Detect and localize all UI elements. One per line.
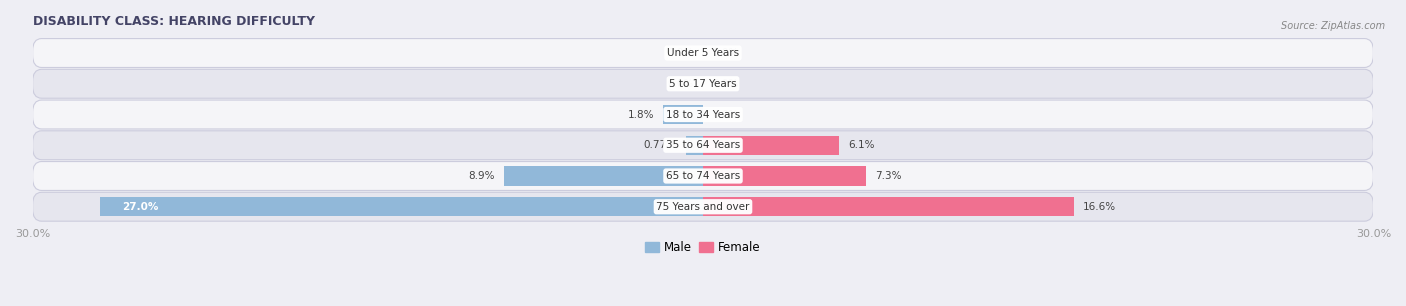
Text: 0.77%: 0.77% — [644, 140, 676, 150]
Text: 18 to 34 Years: 18 to 34 Years — [666, 110, 740, 120]
Text: 16.6%: 16.6% — [1083, 202, 1116, 212]
Text: 0.0%: 0.0% — [711, 48, 738, 58]
Text: 0.0%: 0.0% — [668, 79, 695, 89]
Text: 0.0%: 0.0% — [668, 48, 695, 58]
FancyBboxPatch shape — [32, 131, 1374, 160]
Text: 6.1%: 6.1% — [848, 140, 875, 150]
Bar — [703, 197, 1074, 216]
Bar — [100, 197, 703, 216]
FancyBboxPatch shape — [32, 39, 1374, 67]
Bar — [505, 166, 703, 185]
Bar — [686, 136, 703, 155]
FancyBboxPatch shape — [32, 192, 1374, 221]
Text: Under 5 Years: Under 5 Years — [666, 48, 740, 58]
Text: 5 to 17 Years: 5 to 17 Years — [669, 79, 737, 89]
Text: 65 to 74 Years: 65 to 74 Years — [666, 171, 740, 181]
Text: 75 Years and over: 75 Years and over — [657, 202, 749, 212]
Text: 8.9%: 8.9% — [468, 171, 495, 181]
Bar — [662, 105, 703, 124]
Text: DISABILITY CLASS: HEARING DIFFICULTY: DISABILITY CLASS: HEARING DIFFICULTY — [32, 15, 315, 28]
Legend: Male, Female: Male, Female — [641, 237, 765, 259]
Text: 7.3%: 7.3% — [875, 171, 901, 181]
FancyBboxPatch shape — [32, 162, 1374, 190]
Text: 0.0%: 0.0% — [711, 110, 738, 120]
Bar — [703, 166, 866, 185]
Bar — [703, 136, 839, 155]
Text: 35 to 64 Years: 35 to 64 Years — [666, 140, 740, 150]
FancyBboxPatch shape — [32, 69, 1374, 98]
Text: 27.0%: 27.0% — [122, 202, 159, 212]
Text: Source: ZipAtlas.com: Source: ZipAtlas.com — [1281, 21, 1385, 32]
Text: 1.8%: 1.8% — [627, 110, 654, 120]
FancyBboxPatch shape — [32, 100, 1374, 129]
Text: 0.0%: 0.0% — [711, 79, 738, 89]
